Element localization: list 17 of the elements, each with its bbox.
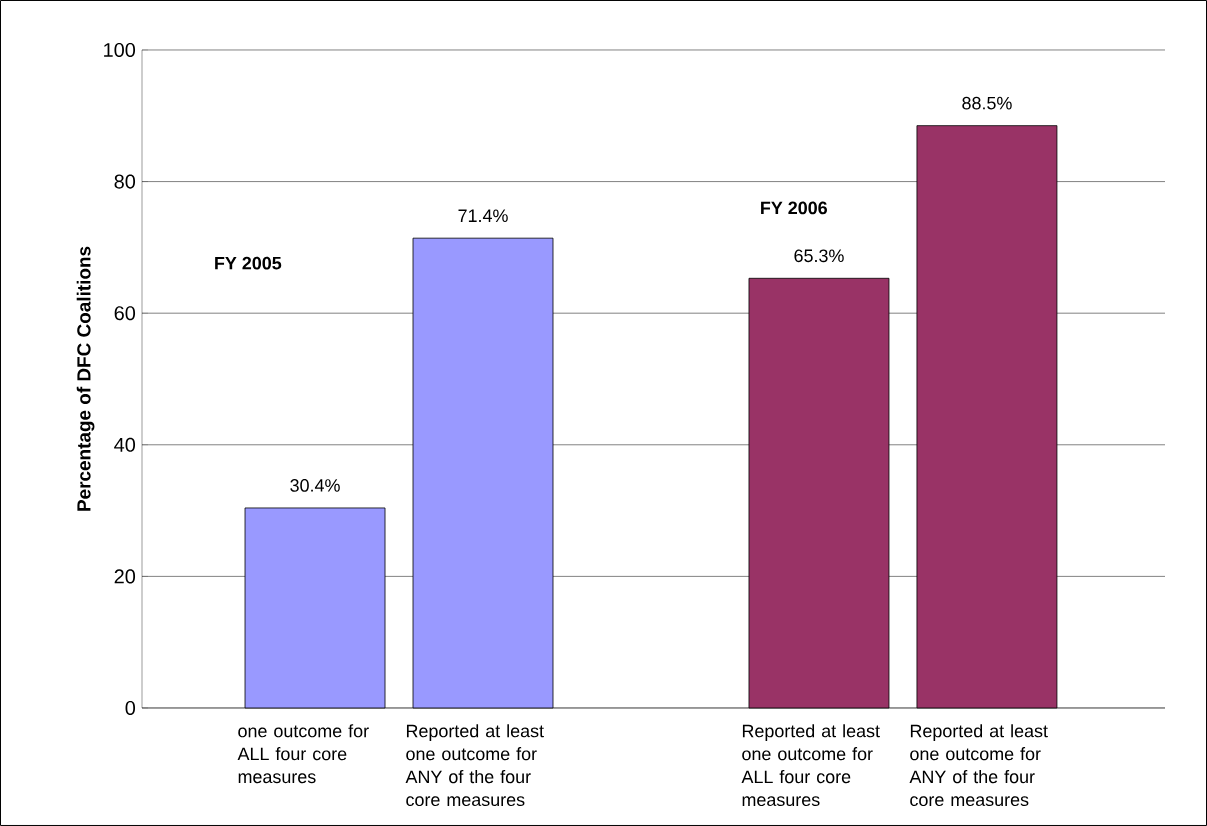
data-label: 88.5% — [962, 96, 1012, 110]
y-tick-label: 20 — [114, 569, 136, 584]
annotation: FY 2006 — [761, 201, 827, 215]
y-axis-title: Percentage of DFC Coalitions — [76, 246, 95, 511]
data-label: 71.4% — [458, 209, 508, 222]
data-label: 30.4% — [290, 479, 340, 492]
x-tick-label: Reported at least one outcome for ANY of the four core measures — [405, 724, 544, 807]
y-tick-label: 100 — [104, 42, 136, 58]
y-tick-label: 80 — [114, 174, 136, 189]
y-tick-label: 60 — [114, 306, 136, 321]
y-tick-label: 40 — [114, 437, 136, 452]
x-tick-label: Reported at least one outcome for ALL four core measures — [741, 724, 880, 807]
annotation: FY 2005 — [215, 256, 282, 270]
y-tick-label: 0 — [125, 700, 136, 716]
x-tick-label: Reported at least one outcome for ANY of the four core measures — [909, 724, 1048, 807]
data-label: 65.3% — [794, 249, 844, 263]
x-tick-label: one outcome for ALL four core measures — [237, 724, 369, 784]
